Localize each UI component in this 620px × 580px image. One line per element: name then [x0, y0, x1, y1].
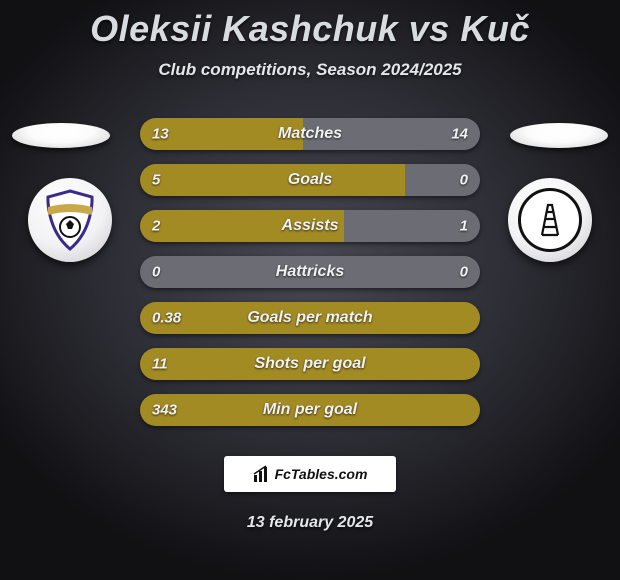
stat-row: 2 Assists 1 [140, 210, 480, 242]
circle-icon [518, 188, 582, 252]
stat-value-left: 5 [152, 172, 160, 189]
stat-row: 13 Matches 14 [140, 118, 480, 150]
stat-value-right: 0 [460, 264, 468, 281]
stat-value-left: 13 [152, 126, 169, 143]
player-photo-placeholder-left [12, 123, 110, 148]
stat-row: 11 Shots per goal [140, 348, 480, 380]
club-logo-left [28, 178, 112, 262]
stat-label: Shots per goal [254, 355, 365, 373]
stat-label: Assists [282, 217, 339, 235]
stat-value-left: 343 [152, 402, 177, 419]
stat-value-left: 2 [152, 218, 160, 235]
stat-value-left: 11 [152, 356, 168, 373]
date-label: 13 february 2025 [247, 514, 373, 532]
stat-value-right: 1 [460, 218, 468, 235]
stat-value-left: 0 [152, 264, 160, 281]
chart-icon [253, 465, 271, 483]
subtitle: Club competitions, Season 2024/2025 [158, 60, 461, 80]
page-title: Oleksii Kashchuk vs Kuč [90, 8, 530, 50]
stat-row: 343 Min per goal [140, 394, 480, 426]
stat-row: 0.38 Goals per match [140, 302, 480, 334]
stat-label: Goals [288, 171, 332, 189]
stat-label: Goals per match [247, 309, 372, 327]
stat-label: Matches [278, 125, 342, 143]
player-photo-placeholder-right [510, 123, 608, 148]
club-logo-right [508, 178, 592, 262]
stat-row: 5 Goals 0 [140, 164, 480, 196]
oil-tower-icon [538, 203, 562, 237]
branding-text: FcTables.com [275, 466, 368, 482]
stats-list: 13 Matches 14 5 Goals 0 2 Assists 1 0 Hattricks 0 0.… [140, 118, 480, 426]
comparison-card: Oleksii Kashchuk vs Kuč Club competition… [0, 0, 620, 580]
stat-label: Hattricks [276, 263, 344, 281]
stat-bar-right [405, 164, 480, 196]
stat-label: Min per goal [263, 401, 357, 419]
branding-badge: FcTables.com [224, 456, 396, 492]
stat-value-right: 0 [460, 172, 468, 189]
stat-value-left: 0.38 [152, 310, 181, 327]
stat-value-right: 14 [451, 126, 468, 143]
stat-bar-left [140, 164, 405, 196]
shield-icon [42, 189, 98, 251]
stat-row: 0 Hattricks 0 [140, 256, 480, 288]
